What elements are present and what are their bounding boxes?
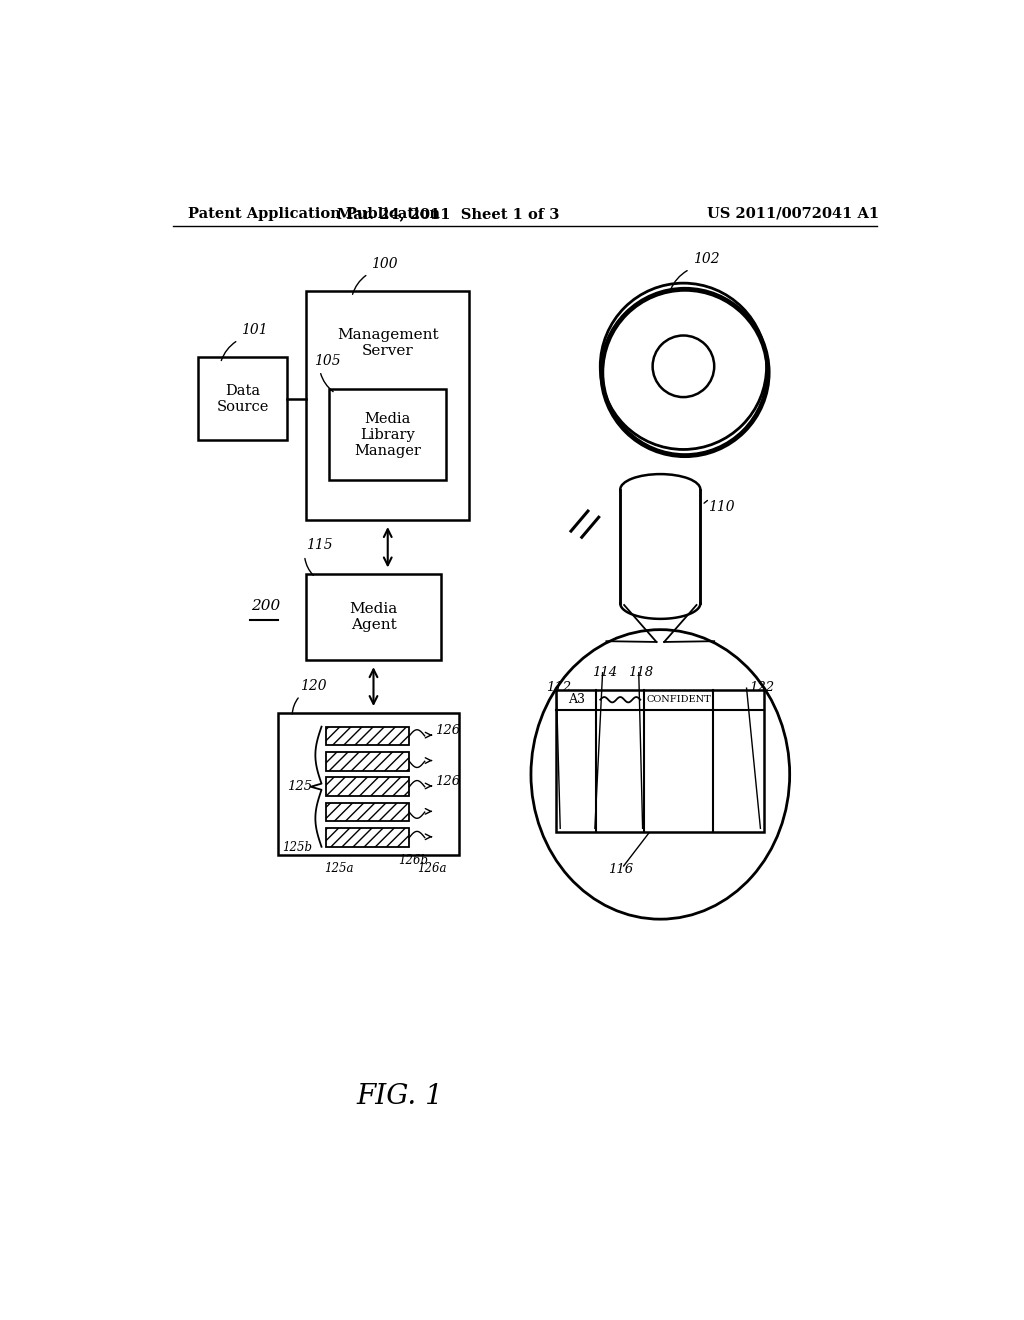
Text: 122: 122	[749, 681, 774, 694]
Text: Patent Application Publication: Patent Application Publication	[188, 207, 440, 220]
Text: 116: 116	[608, 863, 633, 876]
Text: 125b: 125b	[283, 841, 312, 854]
Bar	[306, 574, 441, 660]
Bar	[556, 689, 764, 832]
Text: 125: 125	[288, 780, 312, 793]
Bar	[199, 358, 287, 441]
Text: 110: 110	[708, 500, 734, 513]
Bar	[326, 752, 410, 771]
Text: 114: 114	[593, 665, 617, 678]
Text: 115: 115	[306, 537, 333, 552]
Circle shape	[652, 335, 714, 397]
Text: Media
Library
Manager: Media Library Manager	[354, 412, 421, 458]
Bar	[326, 777, 410, 796]
Text: Data
Source: Data Source	[216, 384, 268, 413]
Bar	[306, 290, 469, 520]
Bar	[326, 829, 410, 847]
Text: 126a: 126a	[417, 862, 446, 875]
Bar	[279, 713, 460, 855]
Text: 112: 112	[547, 681, 571, 694]
Bar	[621, 490, 700, 603]
Text: 118: 118	[628, 665, 653, 678]
Text: 125a: 125a	[325, 862, 354, 875]
Text: 102: 102	[692, 252, 719, 267]
Text: FIG. 1: FIG. 1	[356, 1082, 443, 1110]
Bar	[326, 803, 410, 821]
Text: 126: 126	[435, 725, 461, 738]
Ellipse shape	[531, 630, 790, 919]
Text: 126b: 126b	[397, 854, 428, 867]
Text: A3: A3	[568, 693, 585, 706]
Text: 200: 200	[251, 599, 280, 612]
Text: Media
Agent: Media Agent	[349, 602, 397, 632]
Text: Management
Server: Management Server	[337, 329, 438, 358]
Text: 105: 105	[313, 354, 340, 368]
Bar	[330, 389, 446, 480]
Bar	[326, 726, 410, 744]
Text: 126: 126	[435, 775, 461, 788]
Text: CONFIDENT: CONFIDENT	[646, 696, 712, 704]
Text: 120: 120	[300, 678, 327, 693]
Text: 100: 100	[372, 256, 398, 271]
Circle shape	[600, 284, 767, 450]
Text: US 2011/0072041 A1: US 2011/0072041 A1	[707, 207, 879, 220]
Ellipse shape	[621, 474, 700, 504]
Text: 101: 101	[241, 323, 267, 337]
Text: Mar. 24, 2011  Sheet 1 of 3: Mar. 24, 2011 Sheet 1 of 3	[337, 207, 559, 220]
